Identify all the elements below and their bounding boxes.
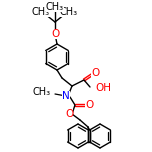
Text: O: O bbox=[91, 68, 99, 78]
Text: N: N bbox=[62, 91, 70, 101]
Text: O: O bbox=[85, 100, 93, 110]
Text: O: O bbox=[51, 29, 59, 39]
Text: CH₃: CH₃ bbox=[33, 87, 51, 97]
Text: CH₃: CH₃ bbox=[60, 7, 78, 17]
Text: CH₃: CH₃ bbox=[46, 2, 64, 12]
Text: O: O bbox=[65, 109, 73, 119]
Text: CH₃: CH₃ bbox=[32, 7, 50, 17]
Text: OH: OH bbox=[95, 83, 111, 93]
